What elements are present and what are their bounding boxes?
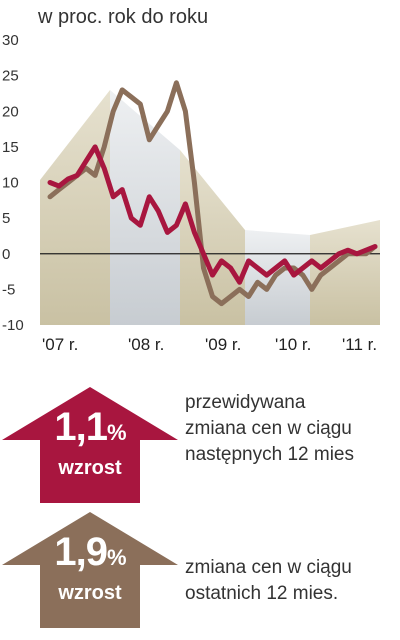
y-axis: 30 25 20 15 10 5 0 -5 -10 bbox=[2, 32, 380, 334]
arrow-shape bbox=[2, 512, 178, 628]
actual-number: 1,9 bbox=[54, 530, 108, 574]
y-tick-label: 0 bbox=[2, 246, 10, 263]
y-tick-label: 25 bbox=[2, 68, 19, 85]
actual-value: 1,9% bbox=[0, 530, 180, 575]
year-band bbox=[40, 90, 110, 325]
legend-arrow-forecast: 1,1% wzrost bbox=[0, 385, 180, 505]
year-band bbox=[245, 230, 310, 325]
y-tick-label: -5 bbox=[2, 281, 15, 298]
forecast-label: wzrost bbox=[58, 457, 122, 479]
forecast-value: 1,1% bbox=[0, 405, 180, 450]
forecast-description: przewidywana zmiana cen w ciągu następny… bbox=[185, 392, 354, 465]
series-line-forecast bbox=[47, 144, 378, 285]
y-tick-label: 10 bbox=[2, 175, 19, 192]
series-line-actual bbox=[47, 80, 378, 307]
x-tick-label: '10 r. bbox=[275, 335, 311, 354]
y-tick-label: -10 bbox=[2, 317, 24, 334]
year-band bbox=[310, 220, 380, 325]
y-tick-label: 30 bbox=[2, 32, 19, 49]
actual-description: zmiana cen w ciągu ostatnich 12 mies. bbox=[185, 557, 352, 604]
chart-subtitle: w proc. rok do roku bbox=[38, 6, 209, 28]
x-tick-label: '11 r. bbox=[342, 335, 377, 354]
x-tick-label: '08 r. bbox=[128, 335, 164, 354]
line-chart: 30 25 20 15 10 5 0 -5 -10 '07 r. '08 r. '09 r. '10 … bbox=[2, 32, 380, 354]
legend-arrow-actual: 1,9% wzrost bbox=[0, 510, 180, 630]
x-tick-label: '09 r. bbox=[205, 335, 241, 354]
x-axis: '07 r. '08 r. '09 r. '10 r. '11 r. bbox=[42, 335, 377, 354]
y-tick-label: 5 bbox=[2, 210, 10, 227]
actual-unit: % bbox=[107, 545, 127, 570]
y-tick-label: 15 bbox=[2, 139, 19, 156]
arrow-shape bbox=[2, 387, 178, 503]
series-lines bbox=[47, 80, 378, 307]
forecast-number: 1,1 bbox=[54, 405, 108, 449]
actual-label: wzrost bbox=[58, 582, 122, 604]
forecast-unit: % bbox=[107, 420, 127, 445]
y-tick-label: 20 bbox=[2, 103, 19, 120]
x-tick-label: '07 r. bbox=[42, 335, 78, 354]
